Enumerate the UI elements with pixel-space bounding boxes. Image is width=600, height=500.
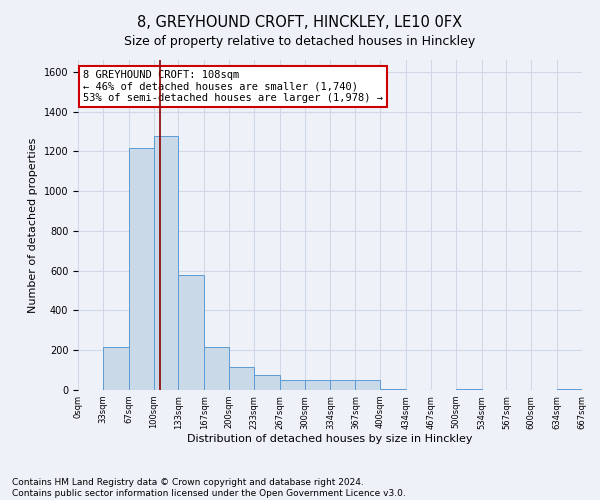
Bar bbox=[204, 348, 229, 390]
Bar bbox=[128, 148, 154, 390]
Bar bbox=[380, 389, 406, 390]
Bar bbox=[557, 389, 582, 390]
Text: Size of property relative to detached houses in Hinckley: Size of property relative to detached ho… bbox=[124, 35, 476, 48]
Bar bbox=[331, 380, 355, 390]
X-axis label: Distribution of detached houses by size in Hinckley: Distribution of detached houses by size … bbox=[187, 434, 473, 444]
Bar bbox=[229, 367, 254, 390]
Bar bbox=[154, 136, 178, 390]
Text: 8 GREYHOUND CROFT: 108sqm
← 46% of detached houses are smaller (1,740)
53% of se: 8 GREYHOUND CROFT: 108sqm ← 46% of detac… bbox=[83, 70, 383, 103]
Bar bbox=[355, 380, 380, 390]
Text: Contains HM Land Registry data © Crown copyright and database right 2024.
Contai: Contains HM Land Registry data © Crown c… bbox=[12, 478, 406, 498]
Bar bbox=[254, 375, 280, 390]
Bar bbox=[456, 389, 482, 390]
Bar bbox=[305, 380, 331, 390]
Bar bbox=[280, 380, 305, 390]
Bar bbox=[103, 348, 128, 390]
Text: 8, GREYHOUND CROFT, HINCKLEY, LE10 0FX: 8, GREYHOUND CROFT, HINCKLEY, LE10 0FX bbox=[137, 15, 463, 30]
Bar bbox=[178, 274, 204, 390]
Y-axis label: Number of detached properties: Number of detached properties bbox=[28, 138, 38, 312]
